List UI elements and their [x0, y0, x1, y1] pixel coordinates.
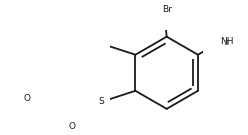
- Text: NH: NH: [220, 37, 234, 46]
- Text: Br: Br: [162, 5, 172, 14]
- Text: S: S: [98, 97, 104, 107]
- Text: O: O: [24, 94, 31, 103]
- Text: O: O: [68, 122, 75, 131]
- Text: 2: 2: [225, 40, 229, 46]
